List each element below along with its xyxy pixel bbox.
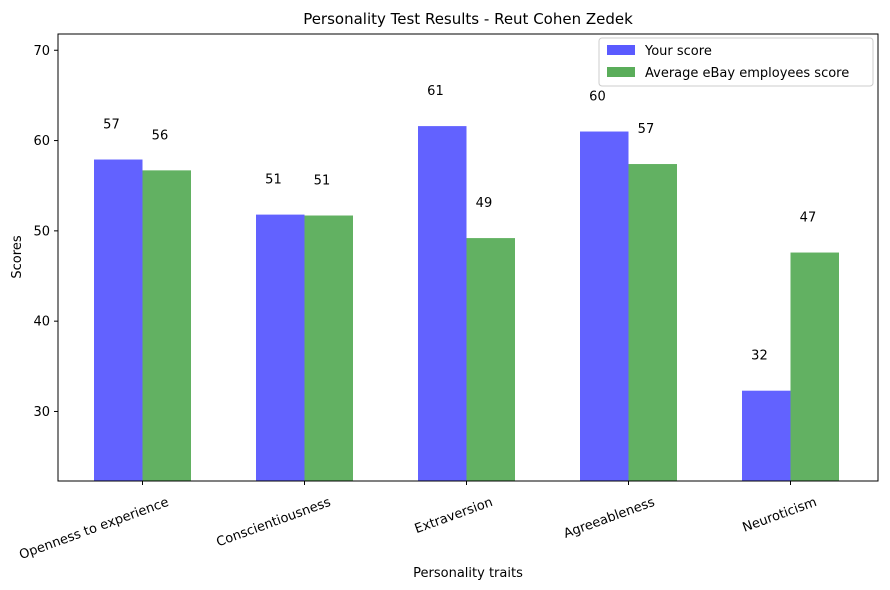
data-label-series-0-3: 60 — [589, 90, 606, 105]
plot-frame — [57, 33, 879, 482]
y-tick-label: 60 — [33, 134, 50, 149]
bar-series-1-2 — [466, 238, 515, 481]
data-labels-group: 57 51 61 60 32 56 51 49 57 47 — [103, 84, 816, 364]
bar-series-0-3 — [580, 131, 629, 481]
bar-series-1-0 — [142, 170, 191, 481]
x-tick-label: Extraversion — [413, 495, 495, 537]
y-tick-label: 70 — [33, 44, 50, 59]
bar-series-1-3 — [628, 164, 677, 481]
bar-series-0-2 — [418, 126, 467, 481]
data-label-series-1-1: 51 — [314, 174, 331, 189]
x-axis: Openness to experience Conscientiousness E… — [17, 481, 819, 563]
chart-title: Personality Test Results - Reut Cohen Ze… — [303, 10, 633, 28]
x-tick-label: Conscientiousness — [215, 495, 334, 550]
data-label-series-0-4: 32 — [751, 349, 768, 364]
legend-entry-average-score: Average eBay employees score — [645, 66, 849, 81]
data-label-series-0-2: 61 — [427, 84, 444, 99]
bars-group — [94, 126, 839, 481]
data-label-series-0-1: 51 — [265, 173, 282, 188]
legend-swatch-average-score — [607, 67, 635, 77]
bar-series-0-0 — [94, 159, 143, 481]
y-axis: 30 40 50 60 70 — [33, 44, 58, 420]
y-tick-label: 40 — [33, 315, 50, 330]
x-axis-label: Personality traits — [413, 566, 523, 581]
data-label-series-1-3: 57 — [638, 122, 655, 137]
bar-series-1-1 — [304, 215, 353, 481]
legend-swatch-your-score — [607, 45, 635, 55]
y-tick-label: 30 — [33, 405, 50, 420]
legend-frame — [598, 37, 874, 87]
bar-series-0-4 — [742, 390, 791, 481]
data-label-series-1-0: 56 — [152, 128, 169, 143]
x-tick-label: Agreeableness — [562, 495, 657, 542]
x-tick-label: Neuroticism — [741, 495, 819, 536]
bar-series-1-4 — [790, 252, 839, 481]
data-label-series-1-2: 49 — [476, 196, 493, 211]
legend-entry-your-score: Your score — [644, 44, 712, 59]
x-tick-label: Openness to experience — [17, 495, 170, 563]
y-axis-label: Scores — [10, 235, 25, 278]
y-tick-label: 50 — [33, 224, 50, 239]
legend: Your score Average eBay employees score — [598, 37, 874, 87]
data-label-series-1-4: 47 — [800, 211, 817, 226]
bar-series-0-1 — [256, 214, 305, 481]
data-label-series-0-0: 57 — [103, 118, 120, 133]
